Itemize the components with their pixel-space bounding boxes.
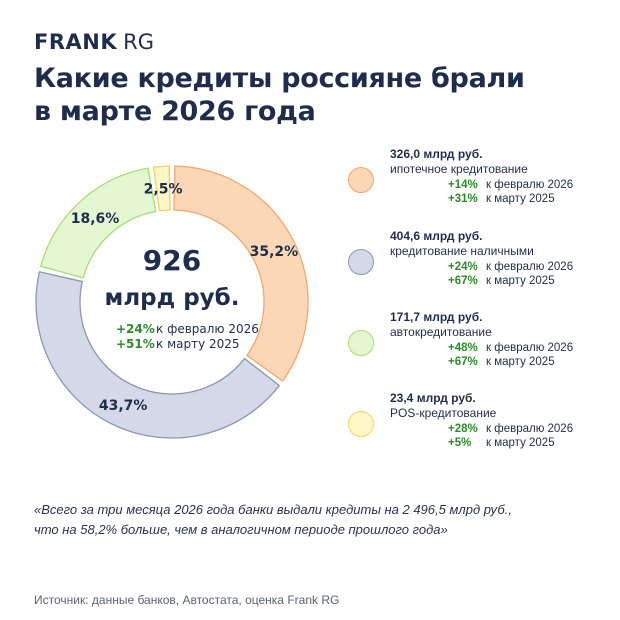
legend-change-row: +31% к марту 2025 bbox=[448, 193, 555, 205]
source-note: Источник: данные банков, Автостата, оцен… bbox=[34, 593, 340, 607]
legend-change-row: +14% к февралю 2026 bbox=[448, 179, 573, 191]
slice-auto bbox=[40, 167, 157, 279]
slice-label-cash: 43,7% bbox=[99, 398, 148, 414]
legend-item-auto: 171,7 млрд руб. автокредитование +48% к ф… bbox=[348, 310, 598, 380]
slice-cash bbox=[35, 271, 280, 439]
legend-color-swatch bbox=[348, 167, 374, 193]
page-title: Какие кредиты россияне брали в марте 202… bbox=[34, 62, 594, 128]
change-label: к февралю 2026 bbox=[486, 261, 574, 273]
change-label: к февралю 2026 bbox=[486, 423, 574, 435]
total-value: 926 bbox=[143, 244, 201, 277]
total-change-pct-1: +24% bbox=[116, 322, 155, 336]
change-pct: +48% bbox=[448, 342, 478, 354]
summary-quote: «Всего за три месяца 2026 года банки выд… bbox=[34, 500, 594, 540]
change-label: к марту 2025 bbox=[486, 356, 555, 368]
slice-label-mortgage: 35,2% bbox=[250, 244, 299, 260]
title-line-2: в марте 2026 года bbox=[34, 96, 316, 127]
legend-label: кредитование наличными bbox=[390, 244, 534, 258]
change-pct: +5% bbox=[448, 437, 472, 449]
change-pct: +31% bbox=[448, 193, 478, 205]
legend-item-mortgage: 326,0 млрд руб. ипотечное кредитование +… bbox=[348, 147, 598, 217]
total-change-label-1: к февралю 2026 bbox=[156, 322, 259, 336]
change-label: к марту 2025 bbox=[486, 193, 555, 205]
title-line-1: Какие кредиты россияне брали bbox=[34, 63, 525, 94]
legend-color-swatch bbox=[348, 411, 374, 437]
logo: FRANK RG bbox=[34, 30, 154, 56]
change-label: к марту 2025 bbox=[486, 275, 555, 287]
total-change-pct-2: +51% bbox=[116, 337, 155, 351]
total-change-label-2: к марту 2025 bbox=[156, 337, 240, 351]
total-unit: млрд руб. bbox=[105, 285, 240, 311]
legend-change-row: +48% к февралю 2026 bbox=[448, 342, 573, 354]
donut-slice-labels: 35,2% 43,7% 18,6% 2,5% bbox=[71, 181, 298, 414]
legend-label: ипотечное кредитование bbox=[390, 162, 528, 176]
change-pct: +14% bbox=[448, 179, 478, 191]
logo-sub: RG bbox=[123, 30, 154, 54]
legend-change-row: +67% к марту 2025 bbox=[448, 356, 555, 368]
logo-brand: FRANK bbox=[34, 30, 118, 54]
change-pct: +67% bbox=[448, 356, 478, 368]
legend-change-row: +28% к февралю 2026 bbox=[448, 423, 573, 435]
change-label: к февралю 2026 bbox=[486, 342, 574, 354]
legend-amount: 23,4 млрд руб. bbox=[390, 391, 476, 405]
legend-change-row: +67% к марту 2025 bbox=[448, 275, 555, 287]
change-label: к марту 2025 bbox=[486, 437, 555, 449]
legend-label: автокредитование bbox=[390, 325, 492, 339]
change-pct: +28% bbox=[448, 423, 478, 435]
legend-item-pos: 23,4 млрд руб. POS-кредитование +28% к фе… bbox=[348, 391, 598, 461]
legend-item-cash: 404,6 млрд руб. кредитование наличными +… bbox=[348, 229, 598, 299]
legend-change-row: +5% к марту 2025 bbox=[448, 437, 555, 449]
legend-color-swatch bbox=[348, 249, 374, 275]
quote-line-1: «Всего за три месяца 2026 года банки выд… bbox=[34, 502, 512, 517]
legend-color-swatch bbox=[348, 330, 374, 356]
quote-line-2: что на 58,2% больше, чем в аналогичном п… bbox=[34, 522, 448, 537]
slice-label-auto: 18,6% bbox=[71, 211, 120, 227]
donut-chart: 35,2% 43,7% 18,6% 2,5% 926 млрд руб. +24% к… bbox=[35, 165, 309, 439]
donut-slices bbox=[35, 165, 309, 439]
slice-mortgage bbox=[173, 165, 309, 382]
legend-amount: 404,6 млрд руб. bbox=[390, 229, 483, 243]
legend-amount: 326,0 млрд руб. bbox=[390, 147, 483, 161]
slice-pos bbox=[152, 165, 171, 212]
legend-label: POS-кредитование bbox=[390, 406, 497, 420]
change-pct: +24% bbox=[448, 261, 478, 273]
change-label: к февралю 2026 bbox=[486, 179, 574, 191]
legend-change-row: +24% к февралю 2026 bbox=[448, 261, 573, 273]
legend-amount: 171,7 млрд руб. bbox=[390, 310, 483, 324]
slice-label-pos: 2,5% bbox=[144, 181, 183, 197]
change-pct: +67% bbox=[448, 275, 478, 287]
